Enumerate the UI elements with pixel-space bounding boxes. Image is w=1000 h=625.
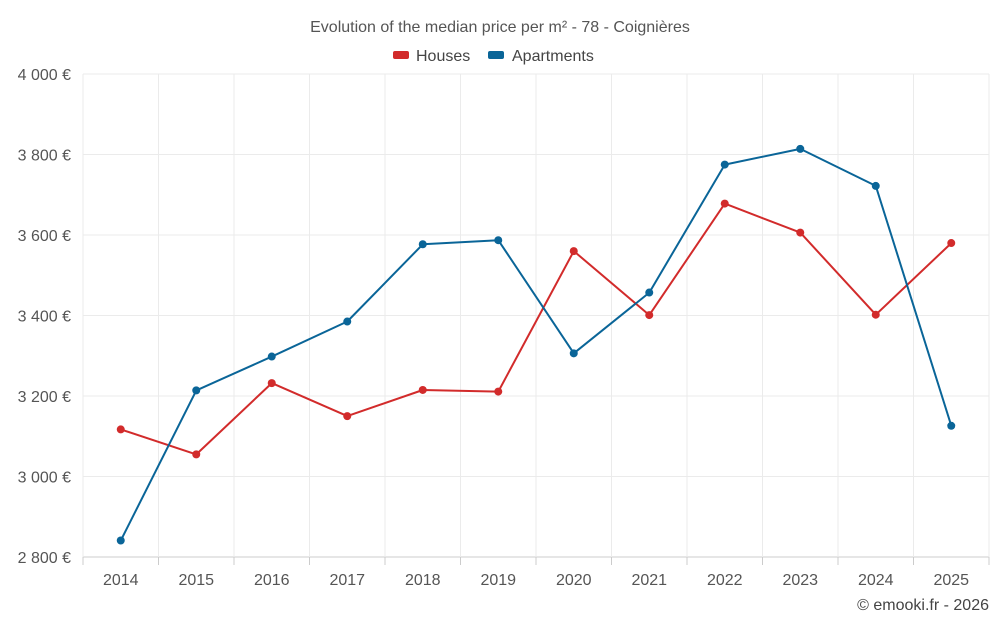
x-tick-label: 2018 bbox=[405, 572, 441, 589]
data-point-houses[interactable] bbox=[796, 228, 805, 237]
legend-item-apartments[interactable]: Apartments bbox=[488, 48, 594, 65]
chart-title: Evolution of the median price per m² - 7… bbox=[310, 19, 690, 36]
data-point-houses[interactable] bbox=[871, 310, 880, 319]
x-tick-label: 2014 bbox=[103, 572, 139, 589]
data-point-houses[interactable] bbox=[645, 311, 654, 320]
data-point-apartments[interactable] bbox=[494, 236, 503, 245]
x-tick-label: 2017 bbox=[329, 572, 365, 589]
data-point-apartments[interactable] bbox=[116, 536, 125, 545]
data-point-apartments[interactable] bbox=[418, 240, 427, 249]
data-point-apartments[interactable] bbox=[569, 349, 578, 358]
x-tick-label: 2022 bbox=[707, 572, 743, 589]
x-tick-label: 2021 bbox=[631, 572, 667, 589]
series-line-houses bbox=[120, 202, 952, 456]
series-line-apartments bbox=[119, 147, 953, 541]
gridlines bbox=[82, 73, 990, 558]
data-point-apartments[interactable] bbox=[192, 386, 201, 395]
y-tick-label: 3 800 € bbox=[18, 148, 71, 165]
data-point-houses[interactable] bbox=[720, 199, 729, 208]
x-tick-label: 2023 bbox=[782, 572, 818, 589]
data-point-apartments[interactable] bbox=[796, 144, 805, 153]
data-point-houses[interactable] bbox=[418, 385, 427, 394]
y-tick-label: 3 400 € bbox=[18, 309, 71, 326]
data-point-houses[interactable] bbox=[947, 239, 956, 248]
x-tick-label: 2025 bbox=[933, 572, 969, 589]
data-point-apartments[interactable] bbox=[720, 160, 729, 169]
data-point-houses[interactable] bbox=[569, 247, 578, 256]
legend-swatch-houses bbox=[393, 51, 409, 59]
y-tick-label: 4 000 € bbox=[18, 67, 71, 84]
data-point-houses[interactable] bbox=[116, 425, 125, 434]
y-tick-label: 3 000 € bbox=[18, 470, 71, 487]
legend: Houses Apartments bbox=[393, 48, 594, 65]
data-point-houses[interactable] bbox=[494, 387, 503, 396]
legend-item-houses[interactable]: Houses bbox=[393, 48, 470, 65]
data-point-houses[interactable] bbox=[343, 412, 352, 421]
data-point-apartments[interactable] bbox=[947, 421, 956, 430]
data-point-apartments[interactable] bbox=[645, 288, 654, 297]
legend-label-houses: Houses bbox=[416, 48, 470, 65]
legend-swatch-apartments bbox=[488, 51, 504, 59]
x-axis-ticks: 2014 2015 2016 2017 2018 2019 2020 2021 2022 2023… bbox=[82, 557, 990, 589]
series-layer bbox=[116, 144, 956, 545]
legend-label-apartments: Apartments bbox=[512, 48, 594, 65]
x-tick-label: 2020 bbox=[556, 572, 592, 589]
y-axis-ticks: 2 800 € 3 000 € 3 200 € 3 400 € 3 600 € 3 800… bbox=[18, 67, 71, 567]
x-tick-label: 2019 bbox=[480, 572, 516, 589]
data-point-houses[interactable] bbox=[192, 450, 201, 459]
credit-text: © emooki.fr - 2026 bbox=[857, 597, 989, 614]
x-tick-label: 2016 bbox=[254, 572, 290, 589]
data-point-apartments[interactable] bbox=[871, 181, 880, 190]
series-apartments bbox=[116, 144, 956, 545]
data-point-apartments[interactable] bbox=[267, 352, 276, 361]
data-point-houses[interactable] bbox=[267, 379, 276, 388]
y-tick-label: 3 200 € bbox=[18, 389, 71, 406]
data-point-apartments[interactable] bbox=[343, 317, 352, 326]
series-houses bbox=[116, 199, 956, 459]
y-tick-label: 3 600 € bbox=[18, 228, 71, 245]
x-tick-label: 2015 bbox=[178, 572, 214, 589]
y-tick-label: 2 800 € bbox=[18, 550, 71, 567]
x-tick-label: 2024 bbox=[858, 572, 894, 589]
